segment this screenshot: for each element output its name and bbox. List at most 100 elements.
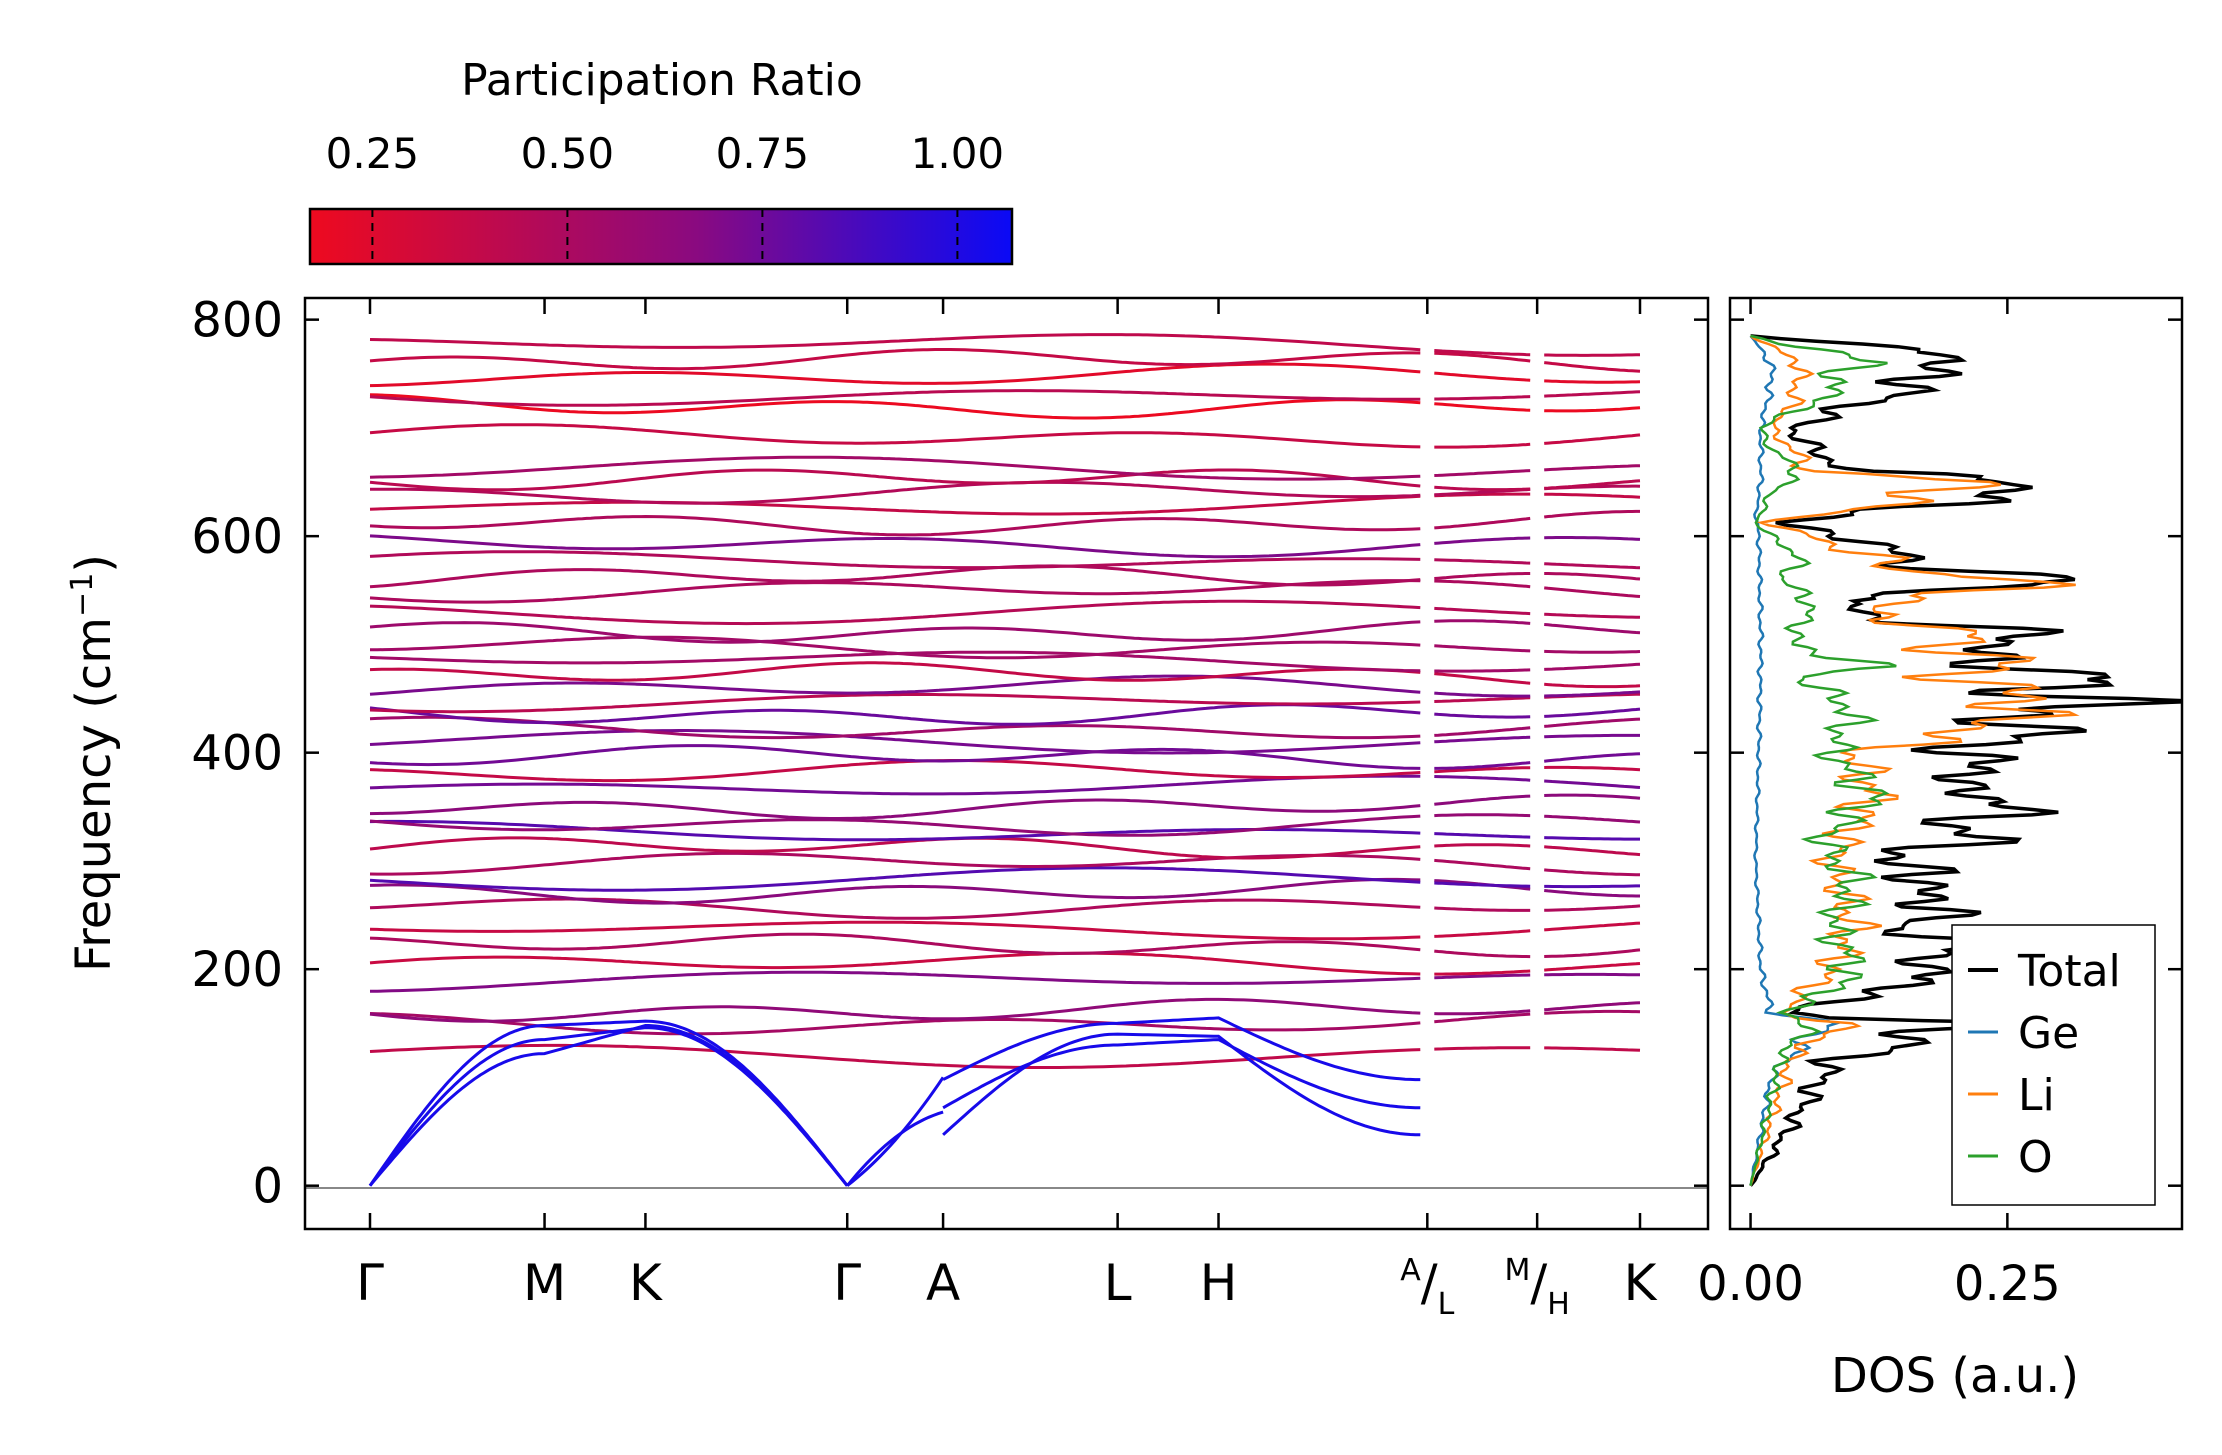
band-line [369, 703, 1421, 726]
colorbar-tick-label: 1.00 [911, 129, 1005, 178]
band-lines [368, 333, 1641, 1187]
band-line [369, 851, 1421, 876]
band-line [1434, 881, 1531, 888]
band-line [1434, 1012, 1531, 1024]
band-line [369, 661, 1421, 682]
dos-x-tick-label: 0.00 [1697, 1256, 1804, 1312]
x-tick-label: H [1200, 1254, 1238, 1312]
band-line [1434, 832, 1531, 839]
band-line [1434, 969, 1531, 976]
band-line [370, 635, 1421, 660]
y-tick-label: 600 [191, 509, 283, 565]
band-line [369, 693, 1421, 714]
dos-panel: 0.00 0.25 DOS (a.u.) Total Ge Li O [1697, 296, 2184, 1404]
band-line [1544, 353, 1641, 357]
band-line [1434, 606, 1531, 616]
band-line [1544, 406, 1641, 413]
x-axis-ticks: Γ M K Γ A L H A/L M/H K [356, 298, 1658, 1322]
band-line [1434, 442, 1531, 449]
band-line [369, 348, 1421, 371]
band-line [369, 389, 1421, 407]
band-line [1544, 379, 1641, 384]
band-line [1434, 395, 1531, 401]
band-line [369, 729, 1421, 755]
band-line [1434, 672, 1531, 685]
band-line [369, 650, 1421, 673]
x-tick-label: L [1104, 1254, 1132, 1312]
band-line [369, 759, 1421, 783]
colorbar-tick-label: 0.25 [326, 129, 420, 178]
band-line [1434, 351, 1531, 363]
band-line [1434, 619, 1531, 625]
legend-items: Total Ge Li O [1968, 946, 2121, 1183]
band-line [1434, 579, 1531, 589]
x-tick-label: K [1624, 1254, 1658, 1312]
y-tick-label: 0 [252, 1159, 283, 1215]
dos-line-o [1749, 334, 1897, 1187]
band-line [1434, 485, 1531, 492]
dos-line-li [1749, 334, 2080, 1187]
band-line [1434, 469, 1531, 477]
dos-plot-frame [1728, 296, 2184, 1231]
band-line [1434, 906, 1531, 912]
band-line [1434, 843, 1531, 848]
band-line [369, 997, 1421, 1023]
band-line [1434, 973, 1531, 980]
y-tick-label: 200 [191, 942, 283, 998]
band-plot-frame [303, 296, 1710, 1231]
x-tick-label: M [523, 1254, 566, 1312]
legend-label-total: Total [2017, 946, 2121, 997]
band-line [1434, 794, 1531, 806]
band-line [1544, 1046, 1641, 1052]
band-line [369, 362, 1421, 388]
band-line [369, 333, 1421, 352]
band-line [369, 564, 1421, 589]
band-line [1434, 516, 1531, 530]
dos-lines [1749, 334, 2182, 1187]
x-tick-label: M/H [1504, 1253, 1569, 1322]
band-line [369, 1043, 1421, 1069]
band-line [369, 836, 1421, 860]
band-line [369, 774, 1421, 796]
band-line [1434, 371, 1531, 382]
band-line [1434, 929, 1531, 938]
dos-axis-ticks: 0.00 0.25 [1697, 298, 2182, 1312]
band-line [1544, 707, 1641, 718]
legend-label-o: O [2018, 1132, 2053, 1183]
band-line [1544, 814, 1641, 824]
x-tick-label: A [926, 1254, 960, 1312]
band-line [1434, 696, 1531, 703]
band-line [1544, 868, 1641, 877]
colorbar-gradient [308, 207, 1014, 266]
band-line [1544, 682, 1641, 689]
band-line [1544, 793, 1641, 800]
band-line [369, 468, 1421, 492]
acoustic-branch [368, 1026, 849, 1187]
band-line [1434, 735, 1531, 744]
band-line [1544, 884, 1640, 889]
band-line [1434, 761, 1531, 770]
acoustic-branch [942, 1032, 1421, 1137]
band-line [1544, 612, 1641, 619]
band-line [1544, 779, 1641, 789]
band-line [1544, 921, 1641, 932]
band-line [1434, 712, 1531, 719]
band-line [1434, 858, 1531, 871]
y-tick-label: 800 [191, 293, 283, 349]
band-line [369, 494, 1421, 516]
band-line [369, 866, 1421, 892]
band-line [1544, 361, 1641, 373]
band-line [1544, 492, 1641, 499]
legend-label-ge: Ge [2018, 1008, 2079, 1059]
dos-line-total [1749, 334, 2182, 1187]
band-line [369, 819, 1421, 842]
band-line [1544, 752, 1641, 763]
band-line [369, 798, 1421, 820]
band-line [369, 599, 1421, 626]
acoustic-branch [942, 1016, 1421, 1082]
band-line [369, 932, 1421, 955]
x-tick-label: Γ [833, 1254, 861, 1312]
band-line [1544, 845, 1641, 857]
band-line [1544, 479, 1641, 490]
